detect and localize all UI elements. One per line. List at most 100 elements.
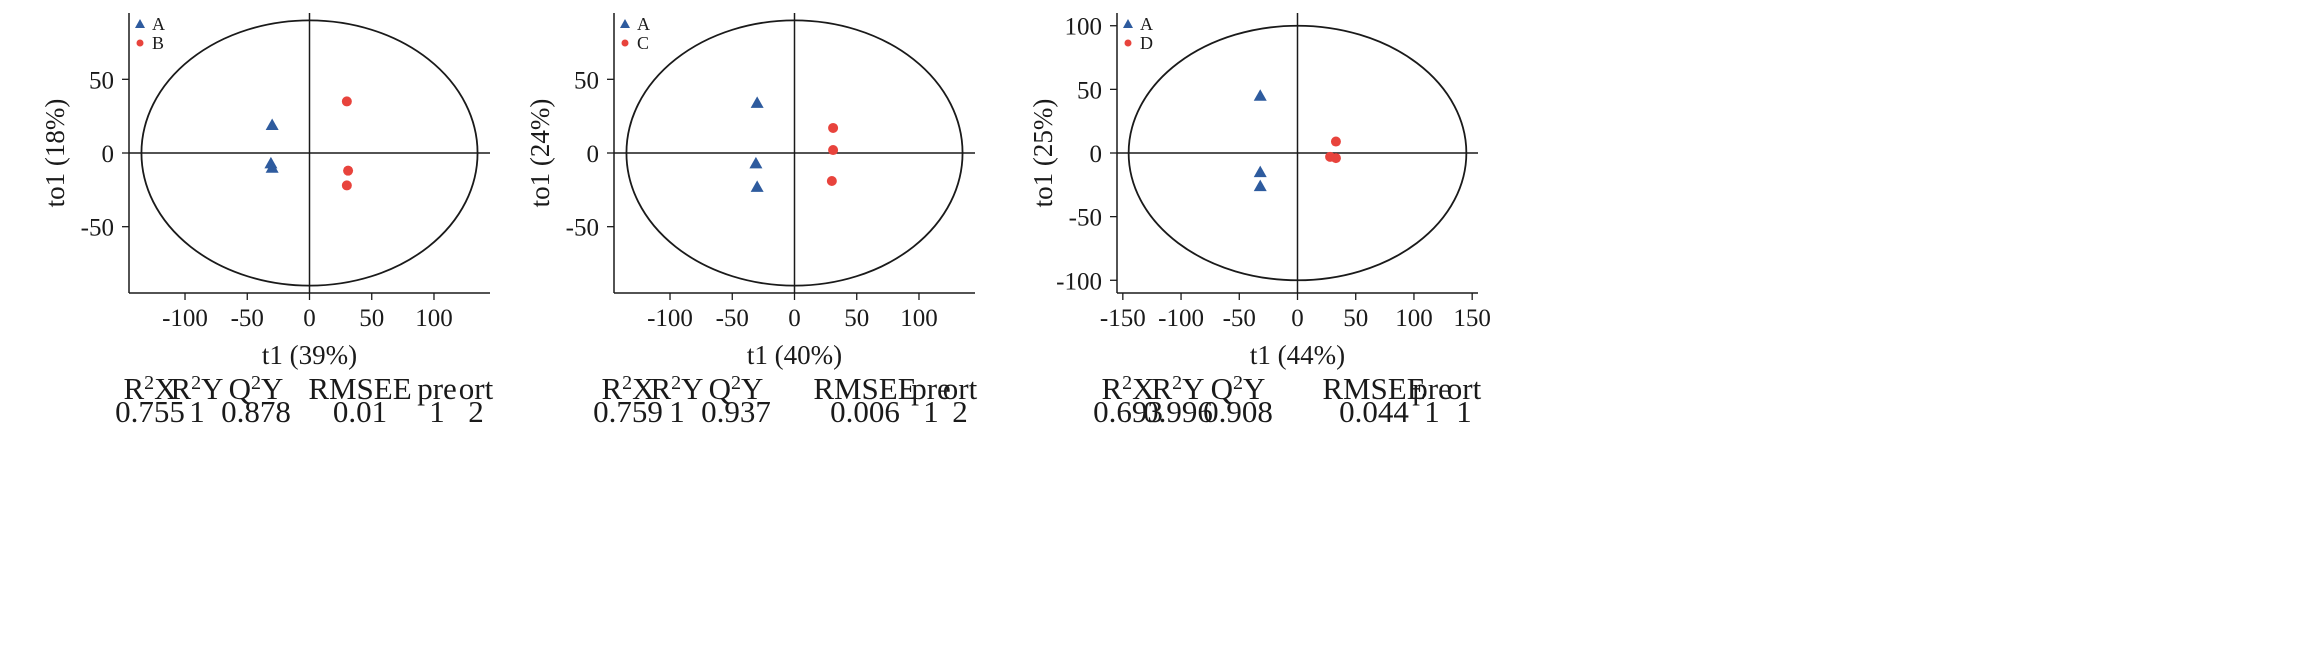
x-tick-label: 0 [1291, 305, 1304, 332]
stats-value: 1 [429, 394, 445, 429]
stats-value: 2 [468, 394, 484, 429]
y-tick-label: 50 [89, 67, 114, 94]
legend-marker-triangle [135, 19, 145, 28]
y-tick-label: 0 [587, 141, 600, 168]
y-tick-label: -50 [81, 215, 114, 242]
stats-value: 0.693 [1093, 394, 1163, 429]
y-axis-title: to1 (18%) [40, 99, 70, 208]
stats-header: RMSEE [813, 371, 917, 406]
y-axis-title: to1 (24%) [525, 99, 555, 208]
stats-header: Q2Y [708, 371, 764, 406]
stats-header: pre [911, 371, 951, 406]
stats-header: R2Y [650, 371, 704, 406]
x-axis-title: t1 (44%) [1250, 340, 1345, 370]
legend-marker-circle [621, 39, 629, 47]
y-tick-label: -50 [1069, 205, 1102, 232]
stats-value: 0.006 [830, 394, 900, 429]
x-tick-label: -100 [1158, 305, 1204, 332]
stats-value: 1 [1424, 394, 1440, 429]
data-point-circle [1330, 153, 1341, 164]
stats-value: 0.937 [701, 394, 771, 429]
stats-value: 0.044 [1339, 394, 1409, 429]
data-point-circle [341, 96, 352, 107]
stats-header: R2X [123, 371, 177, 406]
y-tick-label: 50 [574, 67, 599, 94]
stats-value: 0.755 [115, 394, 185, 429]
x-tick-label: -100 [162, 305, 208, 332]
data-point-triangle [750, 180, 764, 192]
stats-header: ort [942, 371, 978, 406]
legend: AB [135, 14, 165, 53]
x-tick-label: 50 [1343, 305, 1368, 332]
stats-header: pre [417, 371, 457, 406]
stats-value: 1 [1456, 394, 1472, 429]
legend-label: D [1140, 33, 1153, 53]
confidence-ellipse [140, 19, 479, 287]
legend-marker-triangle [620, 19, 630, 28]
x-tick-label: -150 [1100, 305, 1146, 332]
x-tick-label: -100 [647, 305, 693, 332]
confidence-ellipse [1127, 24, 1468, 282]
x-tick-label: 100 [900, 305, 938, 332]
stats-header: RMSEE [1322, 371, 1426, 406]
y-axis-title: to1 (25%) [1028, 99, 1058, 208]
data-point-triangle [1253, 165, 1267, 178]
y-tick-label: 100 [1065, 14, 1103, 41]
x-tick-label: -50 [231, 305, 264, 332]
legend-label: A [637, 14, 650, 34]
stats-header: pre [1412, 371, 1452, 406]
stats-value: 1 [923, 394, 939, 429]
legend-marker-circle [1124, 39, 1132, 47]
stats-header: R2Y [170, 371, 224, 406]
data-point-circle [826, 176, 837, 186]
stats-header: Q2Y [228, 371, 284, 406]
stats-header: R2Y [1151, 371, 1205, 406]
data-point-triangle [1253, 179, 1267, 192]
x-tick-label: 0 [788, 305, 801, 332]
x-axis-title: t1 (40%) [747, 340, 842, 370]
stats-header: RMSEE [308, 371, 412, 406]
data-point-triangle [749, 156, 763, 169]
x-tick-label: 150 [1453, 305, 1491, 332]
score-plot-2: -100 -50 0 50 100 50 0 -50 t1 (40%) to1 (24%) AC [525, 13, 975, 370]
data-point-circle [828, 122, 839, 133]
legend-label: B [152, 33, 164, 53]
stats-value: 0.996 [1143, 394, 1213, 429]
data-point-circle [343, 165, 354, 176]
y-tick-label: 50 [1077, 77, 1102, 104]
stats-value: 1 [189, 394, 205, 429]
stats-header: R2X [1101, 371, 1155, 406]
stats-header: ort [458, 371, 494, 406]
y-tick-label: -100 [1056, 268, 1102, 295]
legend-label: A [152, 14, 165, 34]
x-axis-title: t1 (39%) [262, 340, 357, 370]
data-point-triangle [265, 118, 279, 130]
stats-value: 0.878 [221, 394, 291, 429]
stats-header: ort [1446, 371, 1482, 406]
x-tick-label: 50 [359, 305, 384, 332]
confidence-ellipse [625, 19, 964, 287]
score-plot-1: -100 -50 0 50 100 50 0 -50 t1 (39%) to1 (18%) AB [40, 13, 490, 370]
data-point-circle [828, 145, 839, 156]
data-point-circle [1330, 136, 1341, 147]
x-tick-label: 100 [1395, 305, 1433, 332]
legend: AC [620, 14, 650, 53]
legend-marker-triangle [1123, 19, 1133, 28]
data-point-triangle [265, 161, 279, 173]
y-tick-label: 0 [1090, 141, 1103, 168]
stats-value: 0.908 [1203, 394, 1273, 429]
x-tick-label: -50 [716, 305, 749, 332]
legend-marker-circle [136, 39, 144, 47]
data-point-circle [341, 180, 352, 191]
legend: AD [1123, 14, 1153, 53]
x-tick-label: 50 [844, 305, 869, 332]
data-point-triangle [750, 96, 764, 108]
legend-label: A [1140, 14, 1153, 34]
legend-label: C [637, 33, 649, 53]
stats-value: 2 [952, 394, 968, 429]
x-tick-label: 0 [303, 305, 316, 332]
score-plot-3: -150 -100 -50 0 50 100 150 100 50 0 -50 -100 t1 (44%… [1028, 13, 1491, 370]
x-tick-label: -50 [1223, 305, 1256, 332]
stats-value: 1 [669, 394, 685, 429]
